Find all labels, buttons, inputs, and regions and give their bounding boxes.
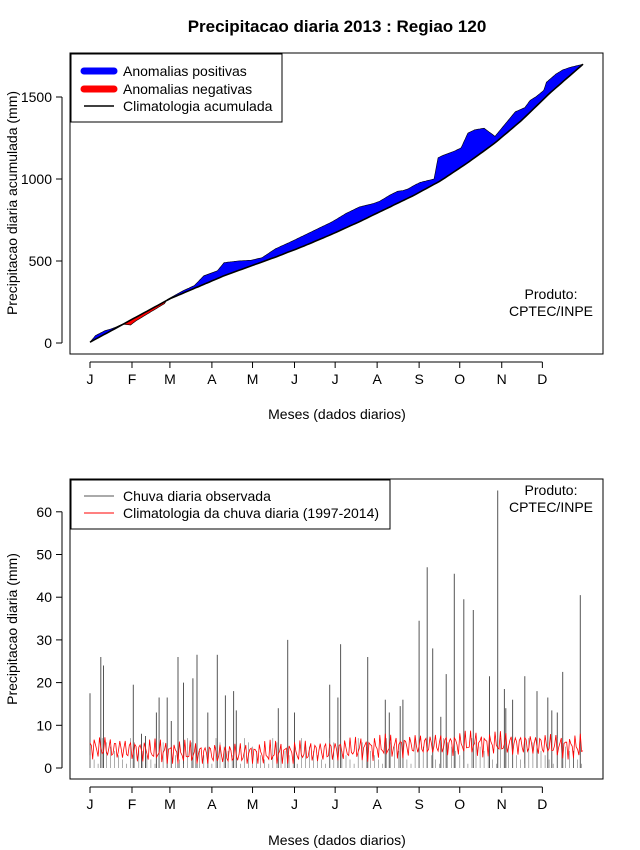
top-x-tick-label: M [247,371,259,387]
top-product-source: CPTEC/INPE [509,303,593,319]
top-x-tick-label: J [291,371,298,387]
climatology-accumulated-line [89,63,584,343]
bottom-y-tick-label: 0 [44,760,52,776]
top-plot-frame [69,52,604,355]
top-y-tick-label: 1500 [21,89,52,105]
bottom-y-tick-label: 20 [36,675,52,691]
chart-title: Precipitacao diaria 2013 : Regiao 120 [188,17,487,36]
legend-climatology-daily-label: Climatologia da chuva diaria (1997-2014) [123,505,379,521]
bottom-x-tick-label: M [164,796,176,812]
bottom-x-tick-label: O [454,796,465,812]
legend-negative-label: Anomalias negativas [123,81,252,97]
bottom-x-tick-label: F [128,796,137,812]
top-y-axis-label: Precipitacao diaria acumulada (mm) [4,91,20,315]
bottom-product-source: CPTEC/INPE [509,499,593,515]
top-x-tick-label: J [87,371,94,387]
top-product-label: Produto: [525,286,578,302]
bottom-plot-frame [69,478,604,780]
bottom-x-tick-label: A [207,796,217,812]
top-x-tick-label: S [414,371,423,387]
bottom-y-tick-label: 50 [36,547,52,563]
bottom-x-tick-label: J [332,796,339,812]
top-legend: Anomalias positivas Anomalias negativas … [70,53,283,123]
bottom-y-tick-label: 30 [36,632,52,648]
top-x-tick-label: A [207,371,217,387]
bottom-x-tick-label: D [537,796,547,812]
bottom-x-axis-label: Meses (dados diarios) [268,832,406,848]
legend-observed-label: Chuva diaria observada [123,488,271,504]
top-y-tick-label: 1000 [21,171,52,187]
bottom-legend-box [70,479,391,530]
top-x-tick-label: O [454,371,465,387]
top-y-tick-label: 500 [29,253,53,269]
top-x-tick-label: A [372,371,382,387]
bottom-x-tick-label: S [414,796,423,812]
bottom-x-tick-label: N [497,796,507,812]
bottom-x-tick-label: J [87,796,94,812]
daily-chart: 0 10 20 30 40 50 60 J F M A M J J A S O N D Meses (dados … [4,478,604,848]
accumulated-chart: 0 500 1000 1500 J F M A M J J A S O N D Meses (dados d… [4,52,604,422]
bottom-x-tick-label: A [372,796,382,812]
top-y-tick-label: 0 [44,335,52,351]
top-x-tick-label: J [332,371,339,387]
bottom-x-tick-label: M [247,796,259,812]
climatology-daily-line [89,730,584,764]
legend-climatology-acc-label: Climatologia acumulada [123,98,273,114]
top-x-axis-label: Meses (dados diarios) [268,406,406,422]
bottom-y-tick-label: 10 [36,717,52,733]
bottom-x-tick-label: J [291,796,298,812]
top-x-tick-label: N [497,371,507,387]
bottom-y-tick-label: 60 [36,504,52,520]
top-x-tick-label: D [537,371,547,387]
bottom-legend: Chuva diaria observada Climatologia da c… [70,479,391,530]
bottom-product-label: Produto: [525,482,578,498]
legend-positive-label: Anomalias positivas [123,63,247,79]
bottom-y-tick-label: 40 [36,589,52,605]
top-x-tick-label: M [164,371,176,387]
bottom-y-axis-label: Precipitacao diaria (mm) [4,553,20,705]
top-x-tick-label: F [128,371,137,387]
